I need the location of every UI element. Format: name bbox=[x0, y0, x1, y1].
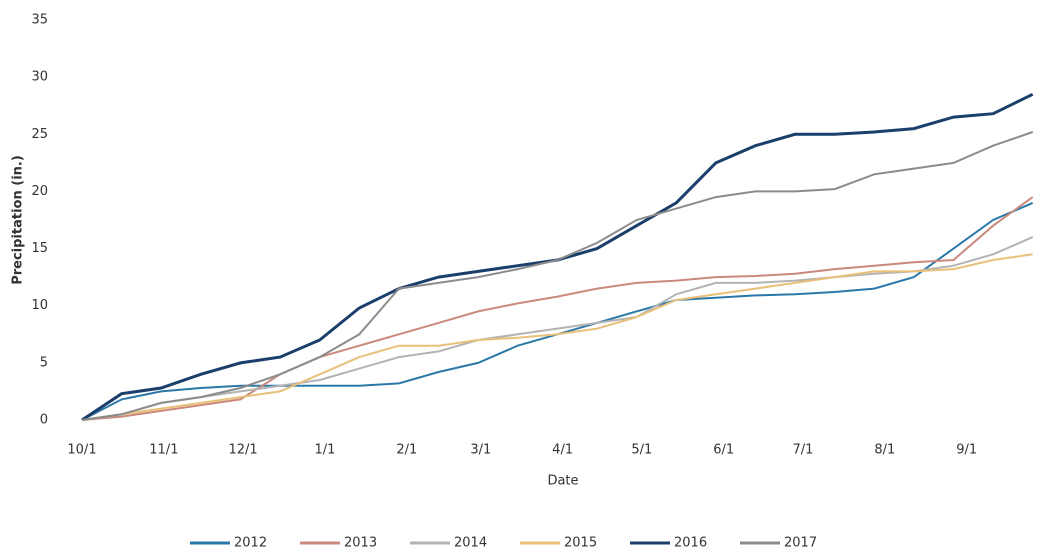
legend-label: 2016 bbox=[674, 536, 707, 551]
series-line bbox=[81, 131, 1034, 421]
series-line bbox=[81, 201, 1034, 421]
x-tick-label: 11/1 bbox=[149, 443, 178, 458]
x-tick-label: 3/1 bbox=[470, 443, 491, 458]
x-tick-label: 5/1 bbox=[631, 443, 652, 458]
x-tick-label: 6/1 bbox=[713, 443, 734, 458]
x-axis-label: Date bbox=[547, 474, 578, 489]
legend-label: 2012 bbox=[234, 536, 267, 551]
x-tick-label: 1/1 bbox=[315, 443, 336, 458]
y-tick-label: 10 bbox=[31, 298, 48, 313]
x-tick-label: 9/1 bbox=[956, 443, 977, 458]
y-tick-label: 15 bbox=[31, 241, 48, 256]
legend-label: 2017 bbox=[784, 536, 817, 551]
y-tick-label: 25 bbox=[31, 127, 48, 142]
y-axis-label: Precipitation (in.) bbox=[11, 155, 26, 285]
y-tick-label: 5 bbox=[40, 355, 48, 370]
x-tick-label: 2/1 bbox=[396, 443, 417, 458]
x-tick-label: 10/1 bbox=[67, 443, 96, 458]
legend-label: 2014 bbox=[454, 536, 487, 551]
y-tick-label: 35 bbox=[31, 13, 48, 28]
x-tick-label: 4/1 bbox=[552, 443, 573, 458]
series-line bbox=[81, 196, 1034, 421]
series-line bbox=[81, 92, 1034, 422]
x-tick-label: 7/1 bbox=[793, 443, 814, 458]
x-tick-label: 12/1 bbox=[228, 443, 257, 458]
legend-label: 2015 bbox=[564, 536, 597, 551]
y-tick-label: 20 bbox=[31, 184, 48, 199]
x-tick-label: 8/1 bbox=[874, 443, 895, 458]
y-tick-label: 0 bbox=[40, 413, 48, 428]
y-tick-label: 30 bbox=[31, 70, 48, 85]
series-line bbox=[81, 253, 1033, 421]
legend-label: 2013 bbox=[344, 536, 377, 551]
series-line bbox=[81, 236, 1034, 421]
